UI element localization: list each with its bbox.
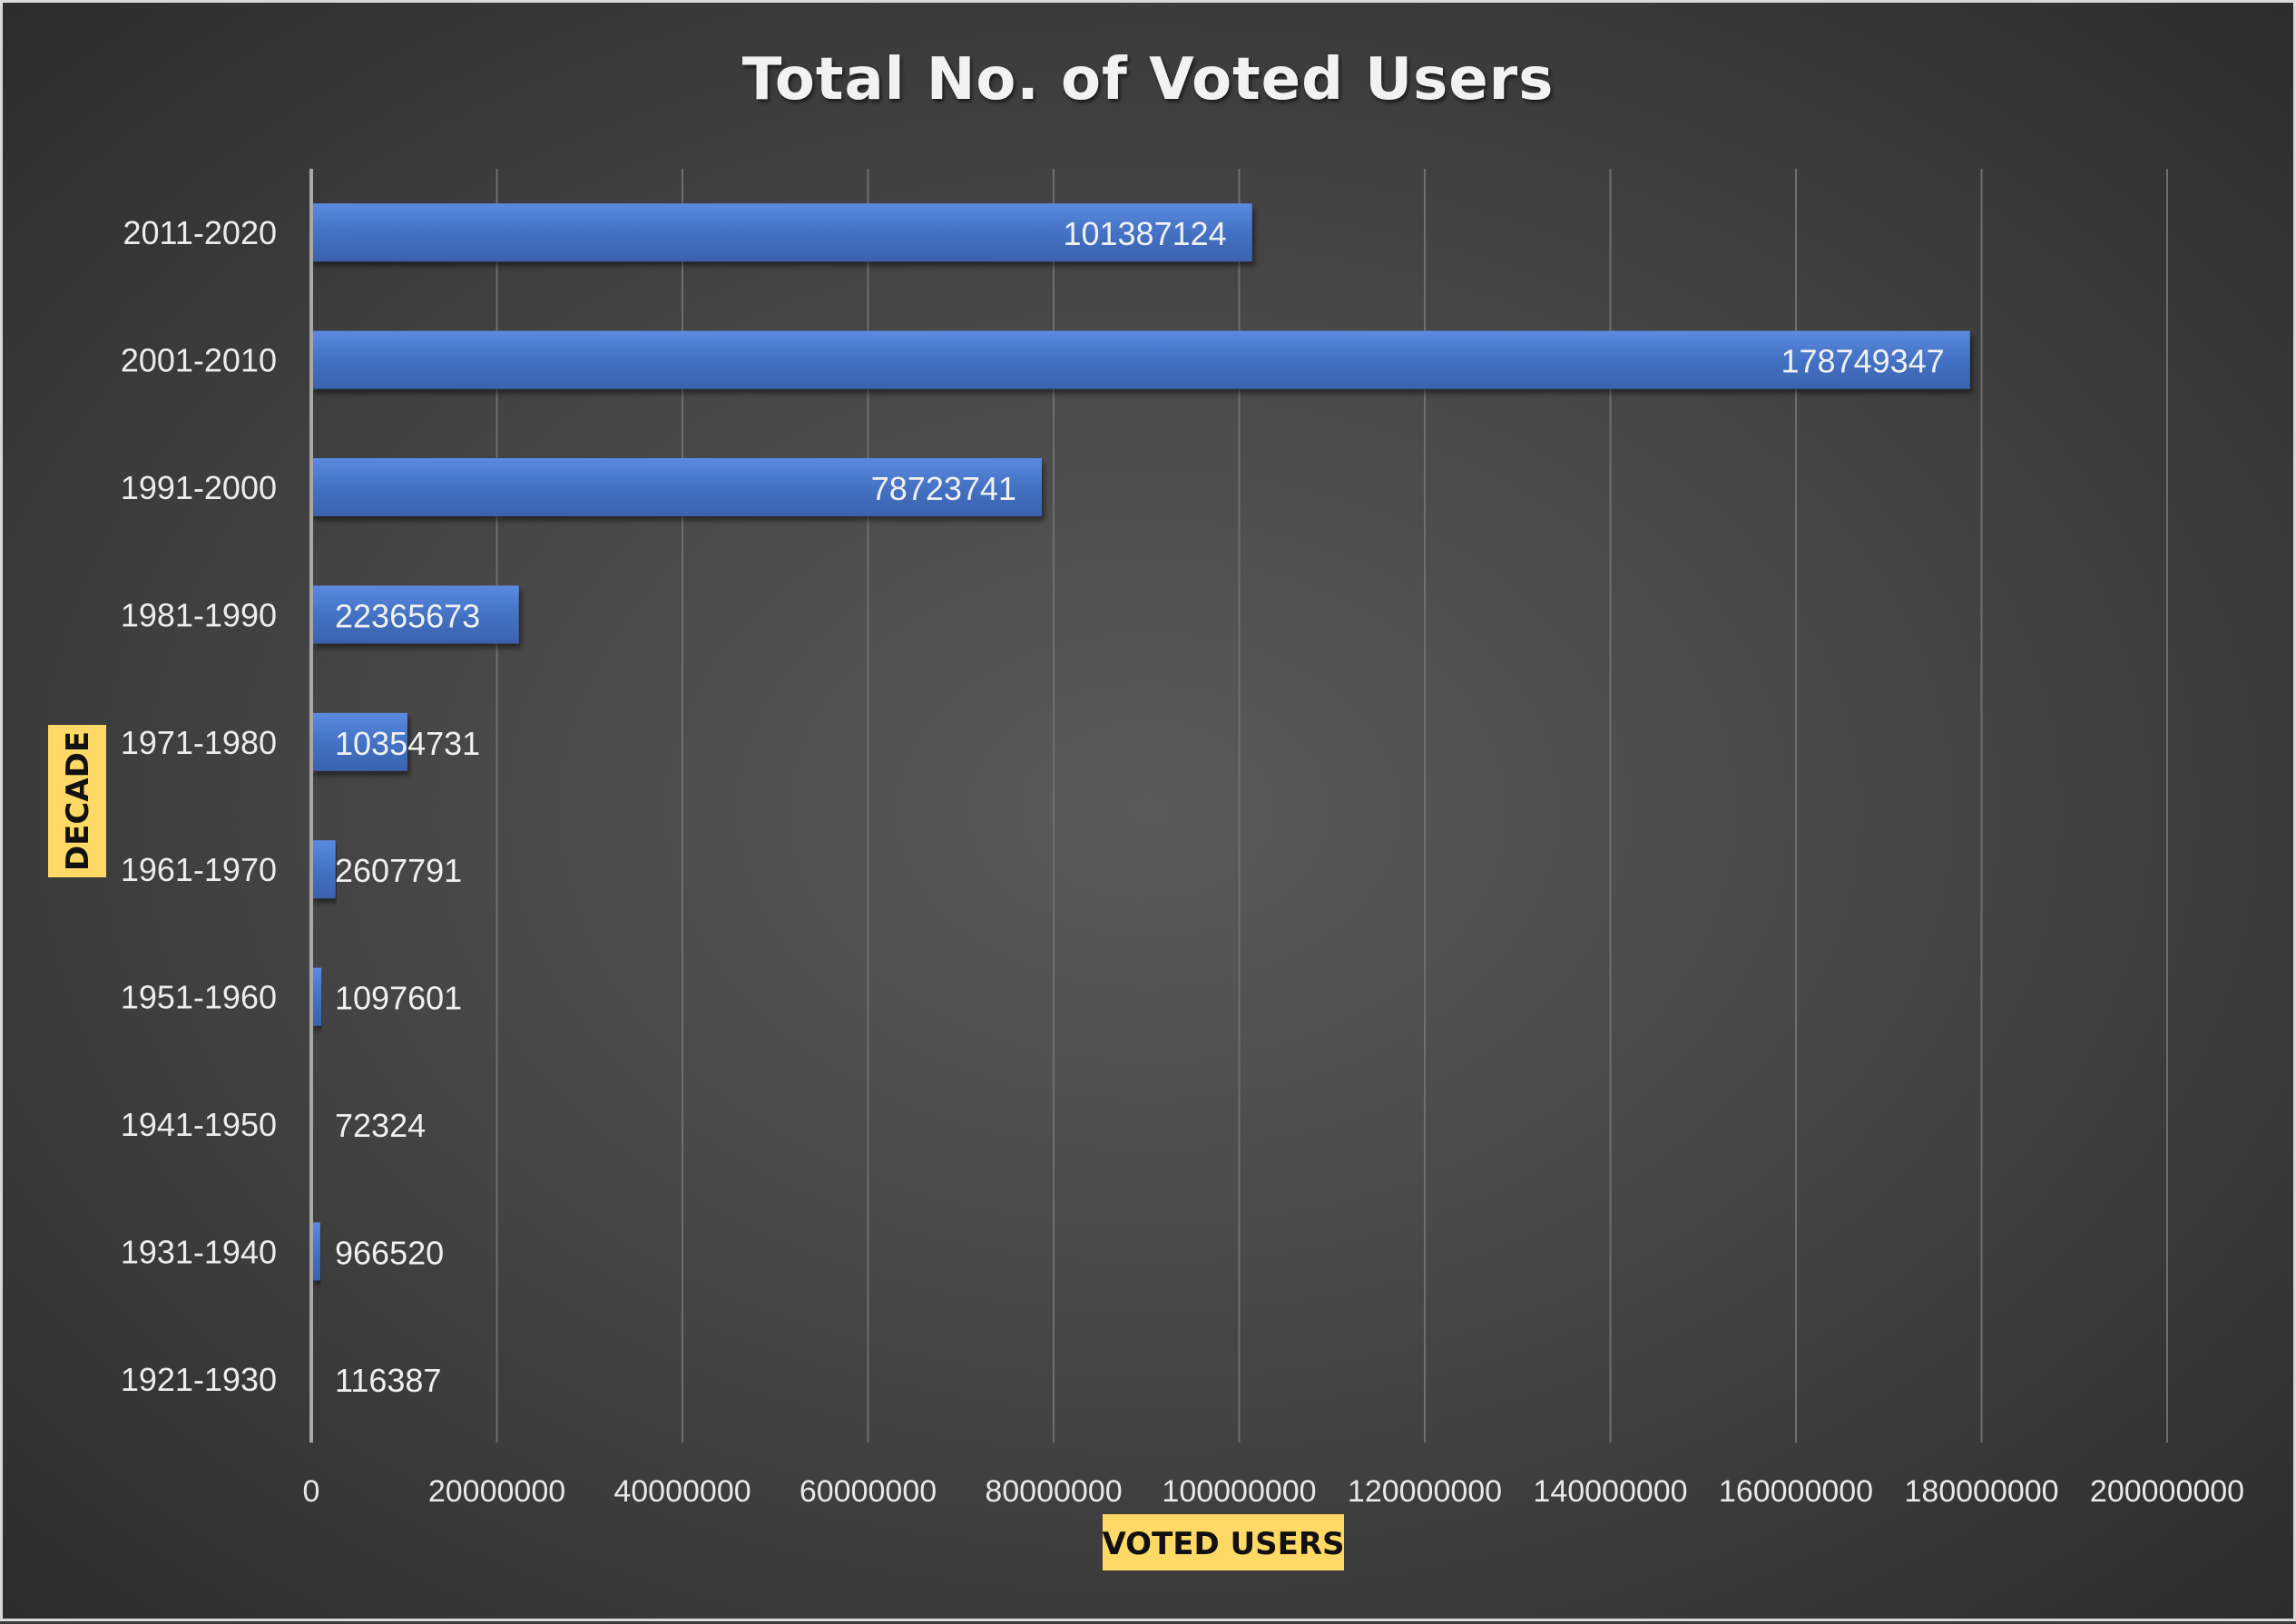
x-axis-title: VOTED USERS bbox=[1102, 1514, 1345, 1570]
data-label: 10354731 bbox=[335, 725, 480, 762]
y-tick-label: 1991-2000 bbox=[121, 469, 277, 506]
y-tick-label: 1971-1980 bbox=[121, 724, 277, 761]
x-tick-label: 60000000 bbox=[800, 1474, 937, 1509]
y-tick-label: 1961-1970 bbox=[121, 851, 277, 888]
y-axis-title: DECADE bbox=[48, 725, 106, 877]
x-tick-labels: 0 20000000 40000000 60000000 80000000 1000000… bbox=[303, 1474, 2245, 1509]
y-axis-title-background bbox=[48, 725, 106, 877]
data-label: 1097601 bbox=[335, 980, 462, 1017]
y-tick-label: 2011-2020 bbox=[123, 214, 278, 251]
bar bbox=[311, 967, 322, 1026]
data-label: 178749347 bbox=[1781, 343, 1945, 380]
y-tick-label: 2001-2010 bbox=[121, 342, 277, 379]
y-tick-label: 1941-1950 bbox=[121, 1106, 277, 1143]
x-tick-label: 20000000 bbox=[428, 1474, 565, 1509]
x-tick-label: 140000000 bbox=[1533, 1474, 1687, 1509]
data-label: 116387 bbox=[335, 1362, 441, 1399]
y-tick-label: 1981-1990 bbox=[121, 596, 277, 633]
bar bbox=[311, 585, 519, 644]
bar bbox=[311, 1222, 320, 1281]
x-tick-label: 200000000 bbox=[2090, 1474, 2244, 1509]
x-axis-title-text: VOTED USERS bbox=[1102, 1526, 1344, 1562]
bar bbox=[311, 330, 1970, 389]
bars bbox=[311, 203, 1970, 1408]
data-labels: 101387124 178749347 78723741 22365673 103547… bbox=[335, 215, 1945, 1399]
data-label: 101387124 bbox=[1063, 215, 1226, 252]
x-tick-label: 180000000 bbox=[1904, 1474, 2058, 1509]
y-tick-label: 1921-1930 bbox=[121, 1361, 277, 1398]
data-label: 78723741 bbox=[871, 470, 1016, 507]
bar-chart: Total No. of Voted Users 101387124 178749… bbox=[48, 46, 2245, 1570]
y-tick-label: 1931-1940 bbox=[121, 1233, 277, 1270]
bar bbox=[311, 458, 1042, 516]
x-tick-label: 100000000 bbox=[1162, 1474, 1316, 1509]
y-tick-label: 1951-1960 bbox=[121, 979, 277, 1016]
data-label: 966520 bbox=[335, 1234, 444, 1271]
data-label: 22365673 bbox=[335, 597, 480, 634]
data-label: 2607791 bbox=[335, 852, 462, 889]
x-tick-label: 0 bbox=[303, 1474, 320, 1509]
y-axis-title-text: DECADE bbox=[60, 731, 96, 871]
bar bbox=[311, 840, 336, 899]
bar bbox=[311, 712, 407, 771]
x-axis-title-background bbox=[1103, 1514, 1344, 1570]
x-tick-label: 80000000 bbox=[985, 1474, 1122, 1509]
x-tick-label: 120000000 bbox=[1348, 1474, 1502, 1509]
chart-title: Total No. of Voted Users bbox=[742, 46, 1555, 113]
x-tick-label: 40000000 bbox=[613, 1474, 751, 1509]
x-tick-label: 160000000 bbox=[1719, 1474, 1873, 1509]
data-label: 72324 bbox=[335, 1107, 426, 1144]
y-tick-labels: 2011-2020 2001-2010 1991-2000 1981-1990 1971… bbox=[121, 214, 277, 1398]
bar bbox=[311, 203, 1252, 262]
